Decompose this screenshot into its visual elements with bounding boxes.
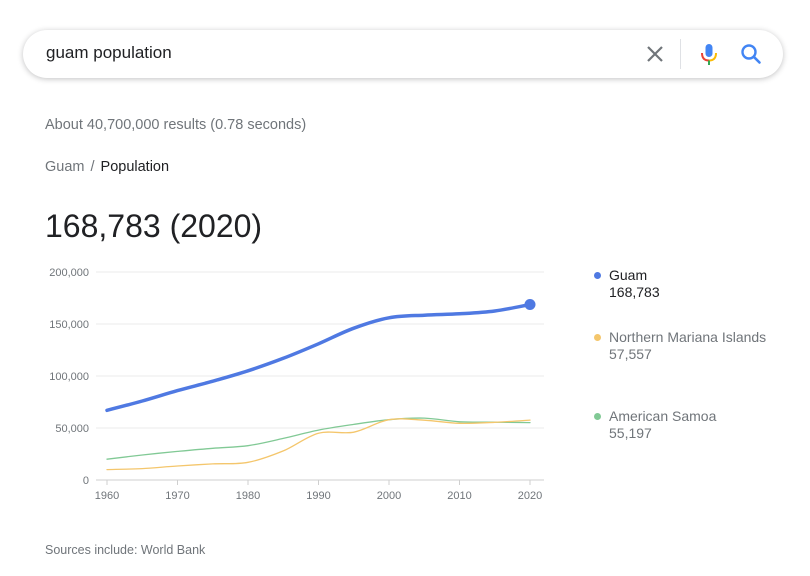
x-tick-label: 1960 bbox=[95, 490, 119, 502]
result-stats: About 40,700,000 results (0.78 seconds) bbox=[45, 117, 307, 133]
search-input[interactable]: guam population bbox=[46, 43, 172, 62]
microphone-icon bbox=[701, 44, 717, 65]
sources-note: Sources include: World Bank bbox=[45, 543, 206, 557]
y-tick-label: 100,000 bbox=[49, 371, 89, 383]
legend-dot-icon bbox=[594, 272, 601, 279]
series-line-nmi bbox=[106, 418, 531, 471]
breadcrumb-guam[interactable]: Guam bbox=[45, 159, 85, 175]
search-icon bbox=[741, 44, 761, 64]
legend-text: Northern Mariana Islands 57,557 bbox=[609, 329, 779, 363]
search-bar: guam population bbox=[23, 30, 783, 78]
breadcrumb-separator: / bbox=[90, 159, 95, 175]
breadcrumb: Guam / Population bbox=[45, 159, 169, 175]
legend-text: American Samoa 55,197 bbox=[609, 408, 779, 442]
series-line-samoa bbox=[106, 417, 531, 460]
headline-population: 168,783 (2020) bbox=[45, 208, 263, 244]
breadcrumb-population: Population bbox=[100, 159, 170, 175]
legend-text: Guam 168,783 bbox=[609, 267, 779, 301]
x-tick-label: 2000 bbox=[377, 490, 401, 502]
voice-search-button[interactable] bbox=[696, 41, 722, 67]
legend-series-name: Northern Mariana Islands bbox=[609, 329, 767, 345]
legend-dot-icon bbox=[594, 413, 601, 420]
x-tick-label: 2010 bbox=[447, 490, 471, 502]
y-tick-label: 0 bbox=[83, 475, 89, 487]
search-button[interactable] bbox=[738, 41, 764, 67]
legend-series-value: 168,783 bbox=[609, 284, 660, 300]
y-tick-label: 50,000 bbox=[55, 423, 89, 435]
legend-series-value: 55,197 bbox=[609, 425, 652, 441]
x-tick-label: 1990 bbox=[306, 490, 330, 502]
series-endpoint-guam[interactable] bbox=[524, 298, 536, 310]
y-tick-label: 150,000 bbox=[49, 319, 89, 331]
clear-button[interactable] bbox=[643, 42, 667, 66]
series-line-guam bbox=[105, 302, 532, 413]
search-divider bbox=[680, 39, 681, 69]
x-tick-label: 1970 bbox=[165, 490, 189, 502]
close-icon bbox=[647, 46, 663, 62]
y-tick-label: 200,000 bbox=[49, 267, 89, 279]
legend-series-value: 57,557 bbox=[609, 346, 652, 362]
x-tick-label: 1980 bbox=[236, 490, 260, 502]
legend-series-name: American Samoa bbox=[609, 408, 717, 424]
legend-series-name: Guam bbox=[609, 267, 648, 283]
legend-dot-icon bbox=[594, 334, 601, 341]
x-tick-label: 2020 bbox=[518, 490, 542, 502]
